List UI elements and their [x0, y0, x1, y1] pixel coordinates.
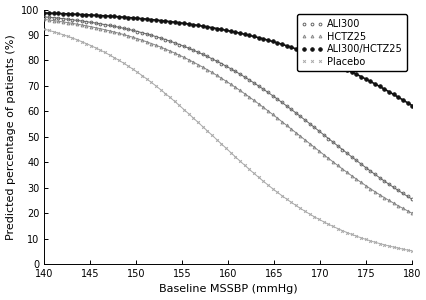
Y-axis label: Predicted percentage of patients (%): Predicted percentage of patients (%) [6, 34, 15, 240]
X-axis label: Baseline MSSBP (mmHg): Baseline MSSBP (mmHg) [158, 284, 297, 294]
Legend: ALI300, HCTZ25, ALI300/HCTZ25, Placebo: ALI300, HCTZ25, ALI300/HCTZ25, Placebo [296, 14, 406, 71]
